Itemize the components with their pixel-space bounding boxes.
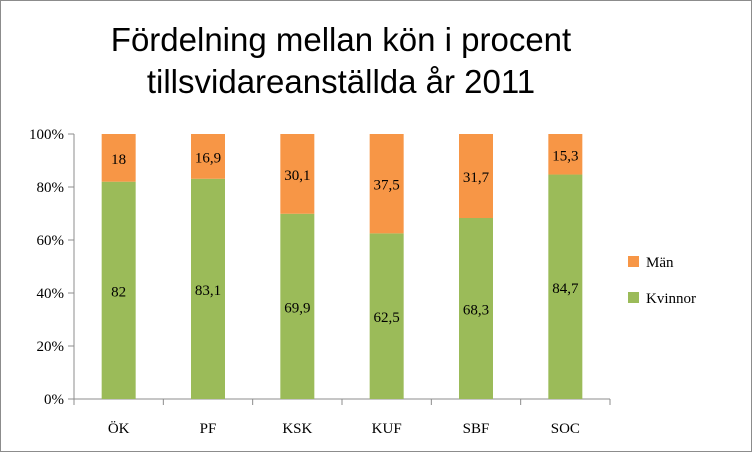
data-label-kvinnor: 62,5 — [374, 310, 400, 326]
y-tick-label: 20% — [37, 339, 65, 355]
legend-swatch-kvinnor — [628, 292, 639, 303]
y-tick-label: 60% — [37, 233, 65, 249]
data-label-kvinnor: 68,3 — [463, 303, 489, 319]
bar-kvinnor-1 — [191, 178, 225, 399]
bar-kvinnor-4 — [459, 218, 493, 399]
data-label-kvinnor: 83,1 — [195, 283, 221, 299]
data-label-män: 16,9 — [195, 150, 221, 166]
data-label-män: 15,3 — [552, 148, 578, 164]
bar-kvinnor-5 — [548, 174, 583, 399]
data-label-kvinnor: 69,9 — [284, 300, 310, 316]
chart-title-line-1: Fördelning mellan kön i procent — [110, 21, 572, 58]
bar-män-4 — [459, 134, 493, 219]
legend-label-kvinnor: Kvinnor — [646, 291, 696, 307]
bar-kvinnor-0 — [101, 181, 136, 399]
data-label-kvinnor: 84,7 — [552, 281, 579, 297]
bar-män-3 — [369, 134, 404, 234]
bar-män-2 — [280, 134, 315, 214]
bar-män-5 — [548, 134, 583, 175]
bar-män-0 — [101, 134, 136, 182]
x-tick-label: SOC — [551, 421, 580, 437]
data-label-män: 30,1 — [284, 168, 310, 184]
bar-kvinnor-3 — [369, 233, 404, 399]
x-tick-label: KUF — [372, 421, 402, 437]
x-tick-label: KSK — [282, 421, 312, 437]
data-label-män: 31,7 — [463, 170, 490, 186]
y-tick-label: 80% — [37, 180, 65, 196]
x-tick-label: ÖK — [108, 420, 130, 437]
y-tick-label: 100% — [29, 127, 64, 143]
y-tick-label: 40% — [37, 286, 65, 302]
data-label-kvinnor: 82 — [111, 284, 126, 300]
y-tick-label: 0% — [44, 392, 64, 408]
data-label-män: 18 — [111, 152, 126, 168]
chart-title-line-2: tillsvidareanställda år 2011 — [146, 63, 536, 100]
chart-title: Fördelning mellan kön i procent tillsvid… — [61, 19, 621, 103]
legend-label-män: Män — [646, 255, 674, 271]
bar-män-1 — [191, 134, 225, 179]
data-label-män: 37,5 — [374, 178, 400, 194]
x-tick-label: PF — [200, 421, 217, 437]
x-tick-label: SBF — [463, 421, 490, 437]
legend-swatch-män — [628, 256, 639, 267]
bar-kvinnor-2 — [280, 213, 315, 399]
